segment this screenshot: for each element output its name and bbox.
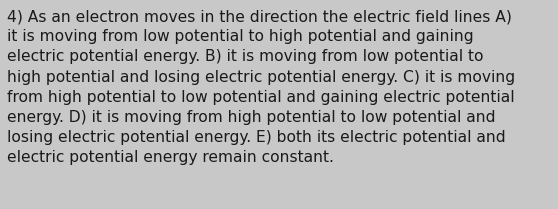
Text: 4) As an electron moves in the direction the electric field lines A)
it is movin: 4) As an electron moves in the direction… [7,9,516,165]
